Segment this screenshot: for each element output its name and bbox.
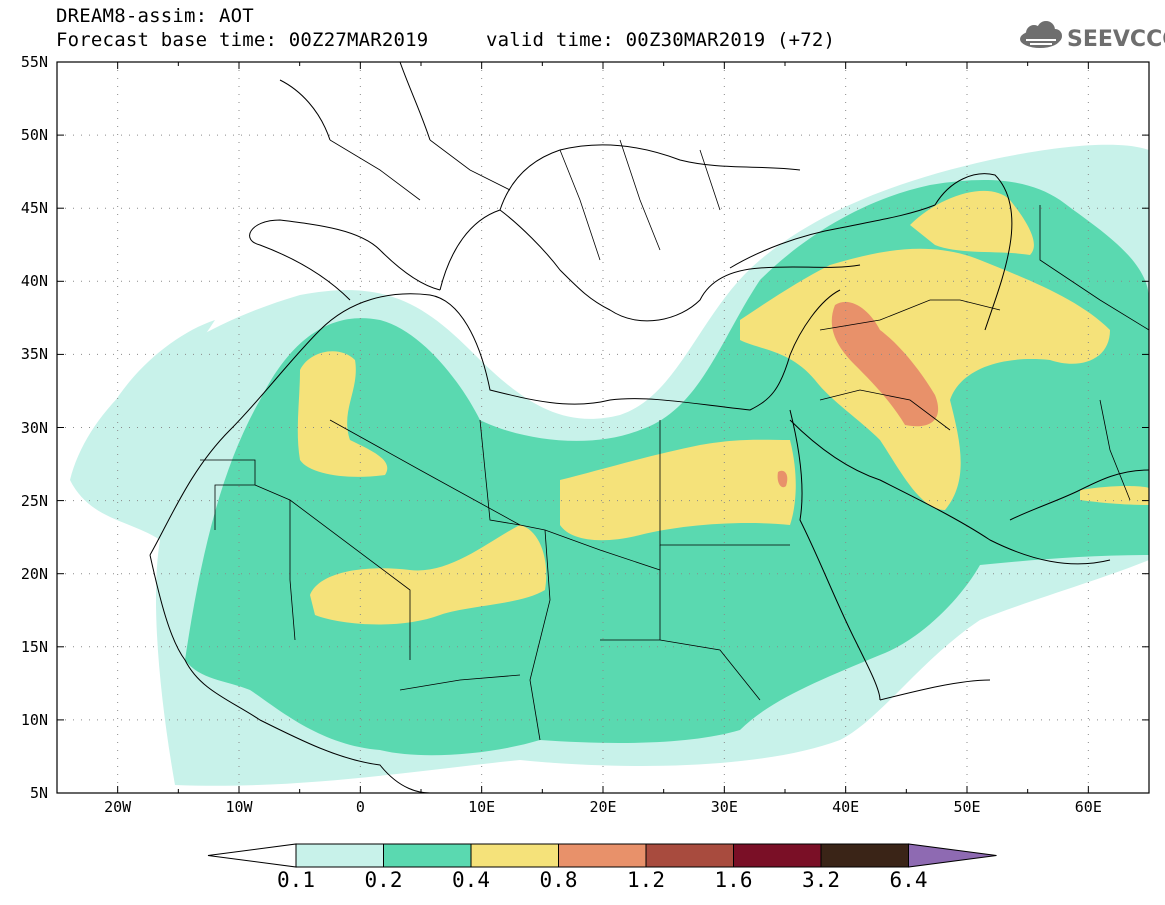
lat-tick-label: 40N <box>20 272 48 291</box>
aot-band-0.8-sinai <box>777 470 788 488</box>
lon-tick-label: 20E <box>589 798 617 816</box>
base-time: Forecast base time: 00Z27MAR2019 <box>56 29 429 51</box>
lon-tick-label: 0 <box>355 798 365 816</box>
colorbar-label: 3.2 <box>802 868 840 892</box>
lat-tick-label: 50N <box>20 126 48 145</box>
colorbar-label: 0.2 <box>364 868 403 892</box>
coastlines <box>149 62 1149 793</box>
lat-tick-label: 5N <box>29 784 48 802</box>
colorbar-swatch <box>820 843 909 868</box>
aot-band-0.4-caspian <box>910 190 1034 255</box>
map-title: DREAM8-assim: AOT <box>56 5 254 27</box>
lon-tick-label: 50E <box>953 798 981 816</box>
colorbar-swatch <box>645 843 734 868</box>
colorbar-label: 0.4 <box>452 868 490 892</box>
lat-tick-label: 15N <box>20 637 48 656</box>
lat-tick-label: 30N <box>20 418 48 437</box>
colorbar-extend-low <box>207 843 297 868</box>
lon-tick-label: 10W <box>225 798 253 816</box>
lat-tick-label: 20N <box>20 564 48 583</box>
colorbar-swatch <box>295 843 384 868</box>
colorbar-label: 1.6 <box>714 868 753 892</box>
cloud-icon <box>1020 21 1062 48</box>
colorbar-label: 0.1 <box>277 868 315 892</box>
country-borders <box>200 139 1149 741</box>
colorbar-swatch <box>383 843 472 868</box>
lat-tick-label: 45N <box>20 199 48 218</box>
colorbar-label: 6.4 <box>889 868 928 892</box>
colorbar-label: 1.2 <box>627 868 665 892</box>
aot-band-0.4-libya-egypt <box>560 439 796 541</box>
axis-ticks <box>56 61 1150 794</box>
colorbar-label: 0.8 <box>539 868 578 892</box>
lat-tick-label: 35N <box>20 345 48 364</box>
aot-field <box>70 144 1149 786</box>
lon-tick-label: 30E <box>710 798 738 816</box>
lat-tick-label: 25N <box>20 491 48 510</box>
forecast-times: Forecast base time: 00Z27MAR2019 valid ti… <box>56 29 835 51</box>
colorbar-extend-high <box>908 843 997 868</box>
valid-time: valid time: 00Z30MAR2019 (+72) <box>486 29 836 51</box>
lon-tick-label: 60E <box>1074 798 1102 816</box>
lon-tick-label: 20W <box>104 798 132 816</box>
lat-tick-label: 10N <box>20 710 48 729</box>
colorbar-swatch <box>733 843 822 868</box>
aot-band-0.1-atlantic <box>100 320 215 430</box>
logo <box>1020 21 1062 48</box>
aot-band-0.8-iraq <box>831 301 939 427</box>
colorbar-swatch <box>470 843 559 868</box>
colorbar-swatch <box>558 843 647 868</box>
logo-text: SEEVCCC <box>1067 27 1165 52</box>
aot-band-0.4-sahel <box>310 525 547 625</box>
lon-tick-label: 10E <box>468 798 496 816</box>
lat-tick-label: 55N <box>20 53 48 71</box>
lon-tick-label: 40E <box>832 798 860 816</box>
aot-band-0.4-west <box>297 351 388 477</box>
